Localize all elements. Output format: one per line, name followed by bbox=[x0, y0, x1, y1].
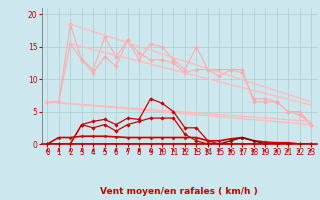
Text: Vent moyen/en rafales ( km/h ): Vent moyen/en rafales ( km/h ) bbox=[100, 187, 258, 196]
